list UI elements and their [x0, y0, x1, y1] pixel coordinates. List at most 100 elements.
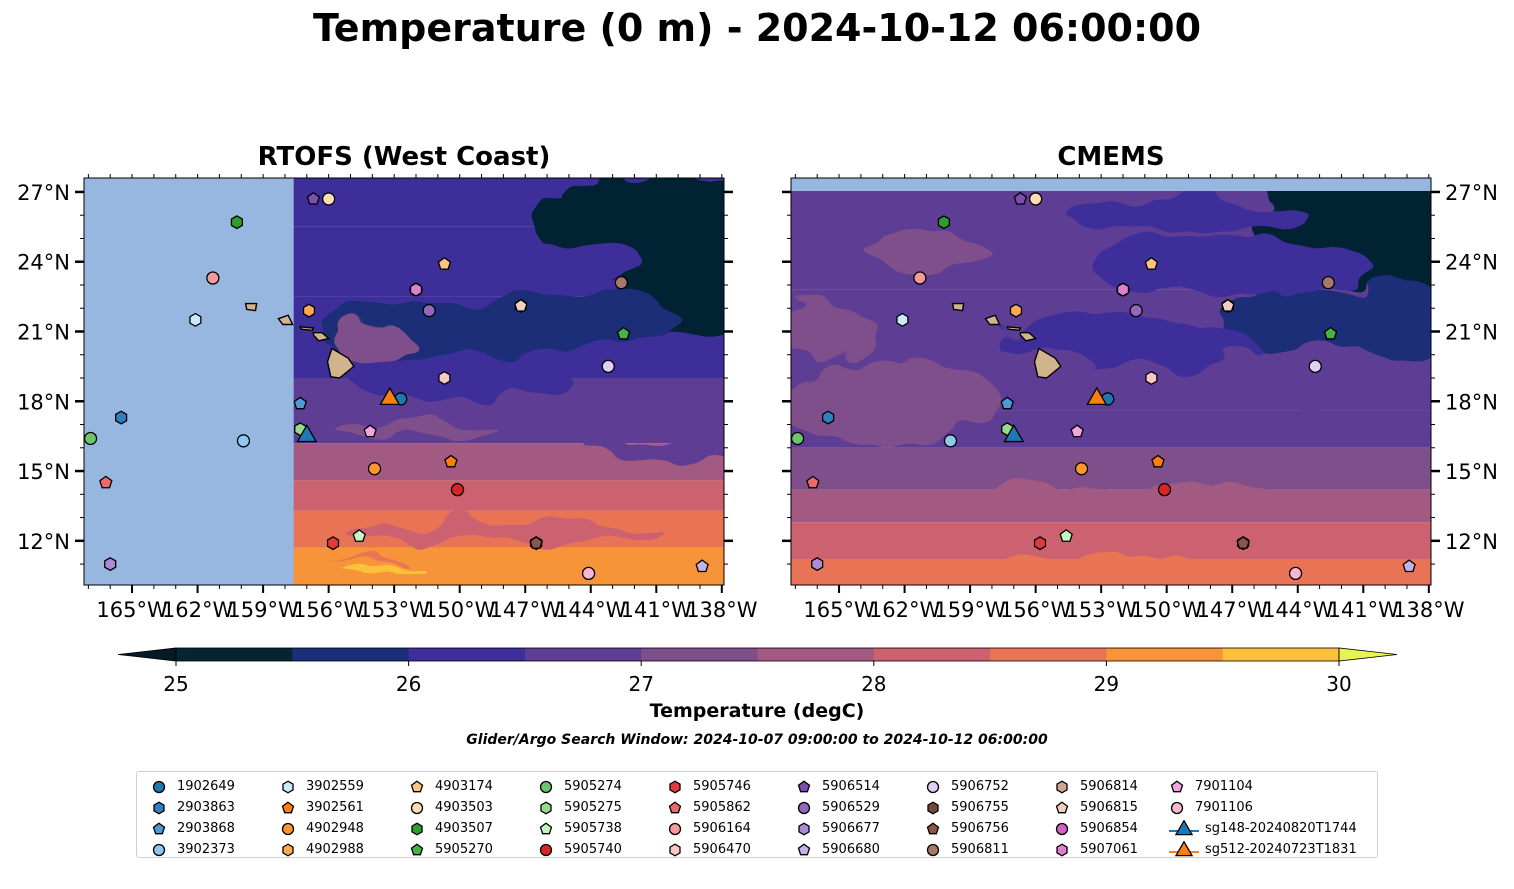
- legend-marker: [282, 842, 294, 857]
- colorbar-tick-label: 25: [163, 672, 188, 696]
- lon-tick-label: 162°W: [869, 598, 941, 622]
- legend-label: 4903503: [435, 800, 493, 815]
- legend-item: 5906752: [925, 776, 1060, 797]
- legend-marker: [797, 801, 811, 814]
- legend-item: 2903868: [151, 818, 286, 839]
- legend-label: sg148-20240820T1744: [1205, 821, 1357, 836]
- station-marker-sg512-20240723T1831: [379, 386, 401, 406]
- legend-label: 5906470: [693, 842, 751, 857]
- lon-tick-label: 165°W: [96, 598, 168, 622]
- station-marker-sg148-20240820T1744: [1003, 424, 1025, 443]
- colorbar-segment: [641, 648, 758, 661]
- colorbar-tick-label: 28: [861, 672, 886, 696]
- legend-item: 3902561: [280, 797, 415, 818]
- map-figure: 165°W162°W159°W156°W153°W150°W147°W144°W…: [17, 174, 1498, 696]
- circle-marker-icon: [410, 801, 424, 814]
- legend-item: 5905746: [667, 776, 802, 797]
- legend-label: 5907061: [1080, 842, 1138, 857]
- station-marker-5906470: [1145, 370, 1158, 386]
- pentagon-marker-icon: [281, 800, 295, 813]
- colorbar-tick-label: 27: [628, 672, 653, 696]
- legend-marker: [539, 780, 553, 793]
- island: [277, 314, 294, 326]
- legend-item: 7901104: [1169, 776, 1374, 797]
- legend-label: 3902559: [306, 779, 364, 794]
- lon-tick-label: 147°W: [490, 598, 562, 622]
- circle-marker-icon: [668, 822, 682, 835]
- legend-marker: [927, 800, 939, 815]
- legend-label: 5905270: [435, 842, 493, 857]
- lon-tick-label: 156°W: [1000, 598, 1072, 622]
- panel-title-rtofs: RTOFS (West Coast): [257, 142, 551, 172]
- station-marker-5906815: [514, 298, 528, 312]
- island: [951, 302, 965, 312]
- legend-item: 5905275: [538, 797, 673, 818]
- legend-item: 2903863: [151, 797, 286, 818]
- station-marker-5906514: [306, 191, 321, 205]
- station-marker-5905862: [806, 475, 820, 489]
- legend-item: 4903507: [409, 818, 544, 839]
- legend-label: 4903507: [435, 821, 493, 836]
- legend-label: 4902948: [306, 821, 364, 836]
- station-marker-7901104: [1070, 424, 1084, 438]
- legend-marker: [1055, 800, 1069, 813]
- legend-label: 3902561: [306, 800, 364, 815]
- legend-item: 5906815: [1054, 797, 1189, 818]
- legend-marker: [926, 843, 940, 856]
- lon-tick-label: 156°W: [293, 598, 365, 622]
- legend-marker: [152, 780, 166, 793]
- island: [1006, 325, 1022, 332]
- circle-marker-icon: [152, 843, 166, 856]
- legend-item: 5906677: [796, 818, 931, 839]
- hexagon-marker-icon: [669, 779, 681, 794]
- colorbar-segment: [408, 648, 526, 661]
- legend-item: 5905862: [667, 797, 802, 818]
- island: [1033, 347, 1062, 379]
- colorbar-tick-label: 26: [396, 672, 421, 696]
- island: [984, 314, 1001, 326]
- pentagon-marker-icon: [1170, 779, 1184, 792]
- station-marker-5906529: [1129, 303, 1143, 318]
- station-marker-5905862: [99, 475, 113, 489]
- legend-label: 5906680: [822, 842, 880, 857]
- lon-tick-label: 144°W: [555, 598, 627, 622]
- station-marker-5906815: [1221, 298, 1235, 312]
- station-marker-4903503: [321, 192, 336, 206]
- legend-label: 5906164: [693, 821, 751, 836]
- legend-item: 5906514: [796, 776, 931, 797]
- station-marker-5905746: [1033, 536, 1047, 551]
- legend-label: 5906814: [1080, 779, 1138, 794]
- island: [326, 347, 355, 379]
- station-marker-5905738: [1059, 529, 1073, 542]
- legend-item: 4903174: [409, 776, 544, 797]
- legend-marker: [411, 821, 423, 836]
- hexagon-marker-icon: [798, 821, 810, 836]
- station-marker-3902373: [236, 434, 251, 448]
- station-marker-3902559: [189, 312, 202, 327]
- station-marker-5906811: [1321, 276, 1335, 290]
- legend-marker: [410, 842, 424, 855]
- legend-marker: [410, 779, 424, 792]
- station-marker-4902988: [302, 303, 316, 318]
- legend-column: 3902559 3902561 4902948 4902988: [280, 776, 415, 860]
- legend-item: sg148-20240820T1744: [1169, 818, 1374, 839]
- colorbar-segment: [873, 648, 991, 661]
- pentagon-marker-icon: [797, 779, 811, 792]
- legend-label: 3902373: [177, 842, 235, 857]
- station-marker-2903868: [293, 396, 307, 410]
- station-marker-sg148-20240820T1744: [296, 424, 318, 443]
- station-marker-4903503: [1028, 192, 1043, 206]
- lon-tick-label: 141°W: [1328, 598, 1400, 622]
- station-marker-5906811: [614, 276, 628, 290]
- circle-marker-icon: [539, 780, 553, 793]
- legend-item: 5905274: [538, 776, 673, 797]
- legend-label: 7901106: [1195, 800, 1253, 815]
- hexagon-marker-icon: [540, 800, 552, 815]
- legend-label: 5906514: [822, 779, 880, 794]
- legend-label: 5905275: [564, 800, 622, 815]
- lat-tick-label: 15°N: [17, 460, 70, 484]
- circle-marker-icon: [926, 780, 940, 793]
- circle-marker-icon: [1055, 822, 1069, 835]
- legend-marker: [410, 801, 424, 814]
- lon-tick-label: 153°W: [1065, 598, 1137, 622]
